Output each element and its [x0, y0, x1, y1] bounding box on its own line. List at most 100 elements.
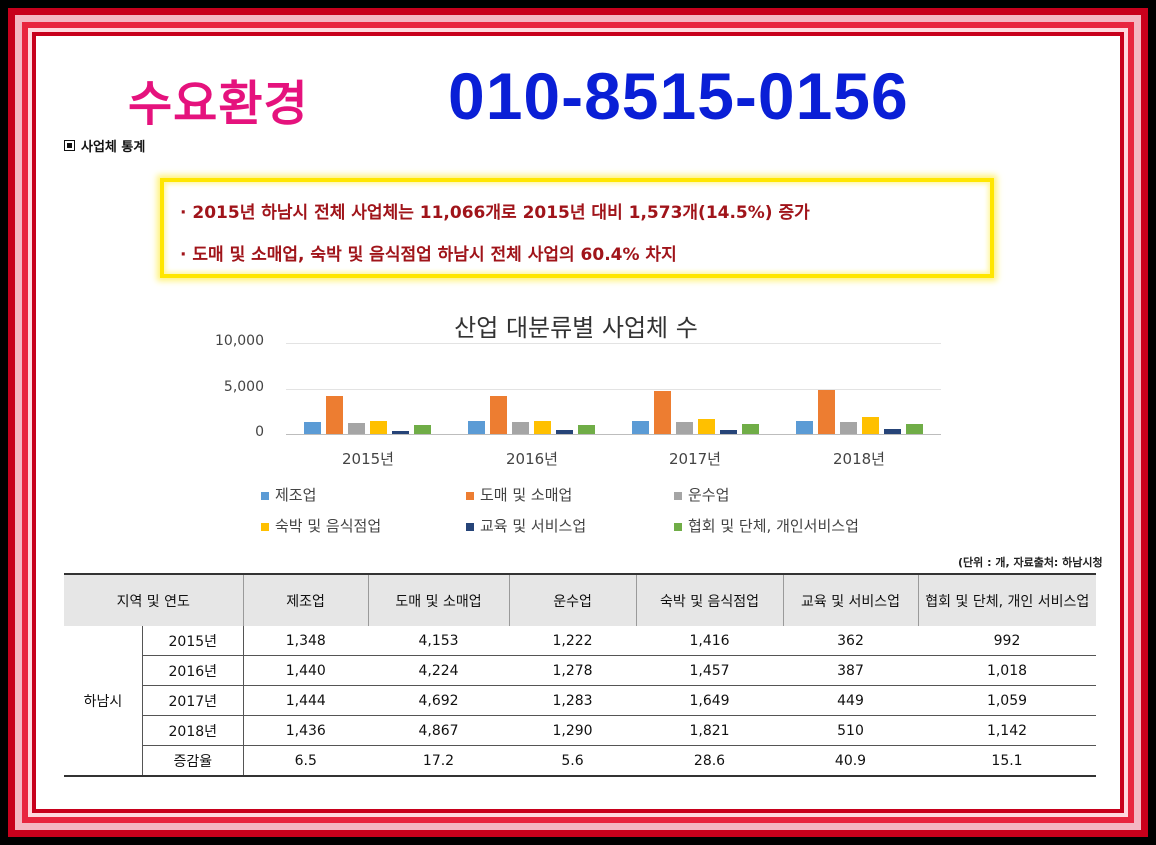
x-tick-label: 2015년	[342, 450, 394, 468]
table-cell: 15.1	[918, 745, 1096, 777]
bar	[304, 422, 321, 434]
bar	[884, 429, 901, 434]
bar	[742, 424, 759, 434]
table-cell: 1,440	[243, 655, 369, 686]
table-cell: 1,018	[918, 655, 1096, 686]
bar	[698, 419, 715, 434]
content-area: 수요환경 010-8515-0156 사업체 통계 · 2015년 하남시 전체…	[36, 36, 1120, 809]
brand-name: 수요환경	[128, 76, 309, 132]
table-cell: 992	[918, 626, 1096, 656]
table-cell: 1,278	[509, 655, 637, 686]
bar	[468, 421, 485, 434]
table-cell: 1,821	[636, 715, 784, 746]
table-cell: 1,222	[509, 626, 637, 656]
bar	[632, 421, 649, 434]
legend-item: 협회 및 단체, 개인서비스업	[674, 515, 859, 536]
legend-swatch	[261, 523, 269, 531]
bar	[414, 425, 431, 434]
legend-label: 교육 및 서비스업	[480, 517, 587, 535]
table-cell: 1,444	[243, 685, 369, 716]
legend-label: 제조업	[275, 486, 317, 504]
legend-swatch	[466, 492, 474, 500]
bar	[796, 421, 813, 434]
region-cell: 하남시	[64, 626, 143, 777]
table-cell: 1,348	[243, 626, 369, 656]
section-title-text: 사업체 통계	[81, 140, 146, 155]
x-axis-line	[286, 434, 941, 435]
table-header: 숙박 및 음식점업	[635, 573, 784, 626]
table-cell: 4,153	[368, 626, 510, 656]
table-cell: 28.6	[636, 745, 784, 777]
y-tick-label: 5,000	[223, 379, 264, 395]
legend-item: 도매 및 소매업	[466, 484, 572, 505]
table-row: 2017년 1,444 4,692 1,283 1,649 449 1,059	[64, 685, 1096, 716]
bar	[818, 390, 835, 434]
table-cell: 1,142	[918, 715, 1096, 746]
bar-chart: 산업 대분류별 사업체 수 10,000 5,000 0 2015년 2016년 2017…	[186, 298, 966, 560]
table-cell: 1,283	[509, 685, 637, 716]
bar	[654, 391, 671, 434]
legend-label: 협회 및 단체, 개인서비스업	[688, 517, 859, 535]
year-cell: 증감율	[142, 745, 244, 777]
table-cell: 1,416	[636, 626, 784, 656]
legend-item: 제조업	[261, 484, 316, 505]
bar	[326, 396, 343, 434]
legend-label: 운수업	[688, 486, 730, 504]
bar	[720, 430, 737, 434]
bar	[490, 396, 507, 434]
legend-swatch	[674, 492, 682, 500]
table-cell: 1,649	[636, 685, 784, 716]
phone-number: 010-8515-0156	[448, 59, 909, 133]
table-cell: 4,224	[368, 655, 510, 686]
bar	[512, 422, 529, 434]
legend-label: 숙박 및 음식점업	[275, 517, 382, 535]
table-cell: 6.5	[243, 745, 369, 777]
gridline	[286, 343, 941, 344]
bar	[840, 422, 857, 434]
bar	[348, 423, 365, 434]
table-row: 증감율 6.5 17.2 5.6 28.6 40.9 15.1	[64, 745, 1096, 777]
x-tick-label: 2016년	[506, 450, 558, 468]
section-title: 사업체 통계	[64, 136, 145, 155]
square-bullet-icon	[64, 140, 75, 151]
table-cell: 40.9	[783, 745, 919, 777]
table-cell: 4,867	[368, 715, 510, 746]
table-cell: 1,059	[918, 685, 1096, 716]
table-cell: 387	[783, 655, 919, 686]
table-cell: 510	[783, 715, 919, 746]
bar	[392, 431, 409, 434]
table-cell: 449	[783, 685, 919, 716]
legend-swatch	[466, 523, 474, 531]
table-header-row: 지역 및 연도 제조업 도매 및 소매업 운수업 숙박 및 음식점업 교육 및 …	[64, 573, 1096, 626]
legend-item: 교육 및 서비스업	[466, 515, 586, 536]
table-cell: 5.6	[509, 745, 637, 777]
year-cell: 2017년	[142, 685, 244, 716]
highlight-line-2: · 도매 및 소매업, 숙박 및 음식점업 하남시 전체 사업의 60.4% 차…	[180, 245, 677, 265]
table-cell: 1,290	[509, 715, 637, 746]
x-tick-label: 2017년	[669, 450, 721, 468]
bar	[556, 430, 573, 434]
highlight-box: · 2015년 하남시 전체 사업체는 11,066개로 2015년 대비 1,…	[160, 178, 994, 278]
table-header: 제조업	[242, 573, 369, 626]
statistics-table: 지역 및 연도 제조업 도매 및 소매업 운수업 숙박 및 음식점업 교육 및 …	[64, 573, 1096, 777]
table-row: 2016년 1,440 4,224 1,278 1,457 387 1,018	[64, 655, 1096, 686]
year-cell: 2016년	[142, 655, 244, 686]
unit-note: (단위 : 개, 자료출처: 하남시청	[958, 556, 1103, 569]
year-cell: 2015년	[142, 626, 244, 656]
legend-item: 숙박 및 음식점업	[261, 515, 381, 536]
table-header: 지역 및 연도	[64, 573, 244, 626]
table-row: 하남시 2015년 1,348 4,153 1,222 1,416 362 99…	[64, 626, 1096, 777]
year-cell: 2018년	[142, 715, 244, 746]
gridline	[286, 389, 941, 390]
table-header: 운수업	[508, 573, 637, 626]
table-header: 도매 및 소매업	[367, 573, 510, 626]
bar	[370, 421, 387, 434]
table-row: 2018년 1,436 4,867 1,290 1,821 510 1,142	[64, 715, 1096, 746]
table-cell: 4,692	[368, 685, 510, 716]
table-cell: 17.2	[368, 745, 510, 777]
legend-swatch	[674, 523, 682, 531]
x-tick-label: 2018년	[833, 450, 885, 468]
bar	[676, 422, 693, 434]
highlight-line-1: · 2015년 하남시 전체 사업체는 11,066개로 2015년 대비 1,…	[180, 203, 810, 223]
table-cell: 362	[783, 626, 919, 656]
